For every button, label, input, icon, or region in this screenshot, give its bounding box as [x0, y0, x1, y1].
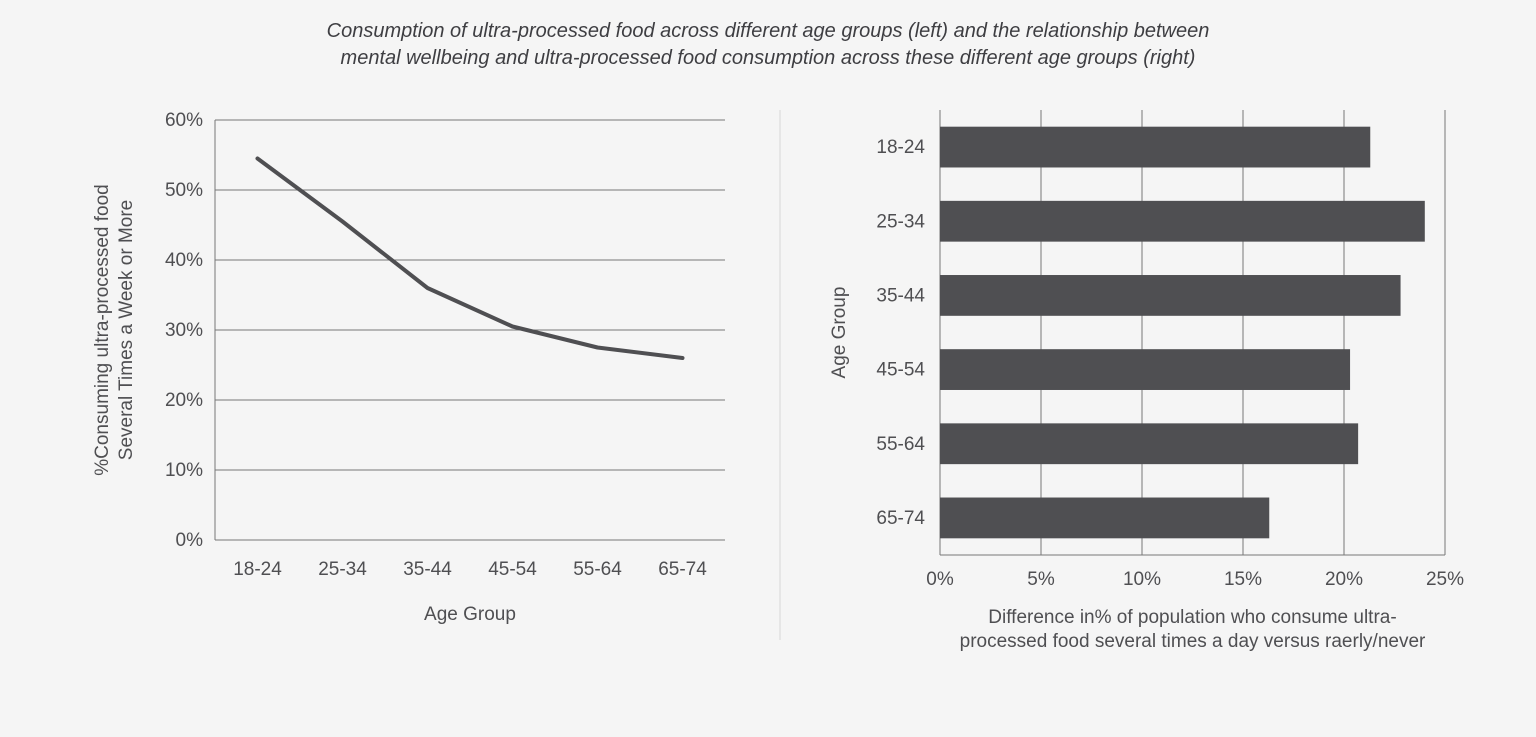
panel-divider [0, 0, 1536, 737]
page-root: Consumption of ultra-processed food acro… [0, 0, 1536, 737]
